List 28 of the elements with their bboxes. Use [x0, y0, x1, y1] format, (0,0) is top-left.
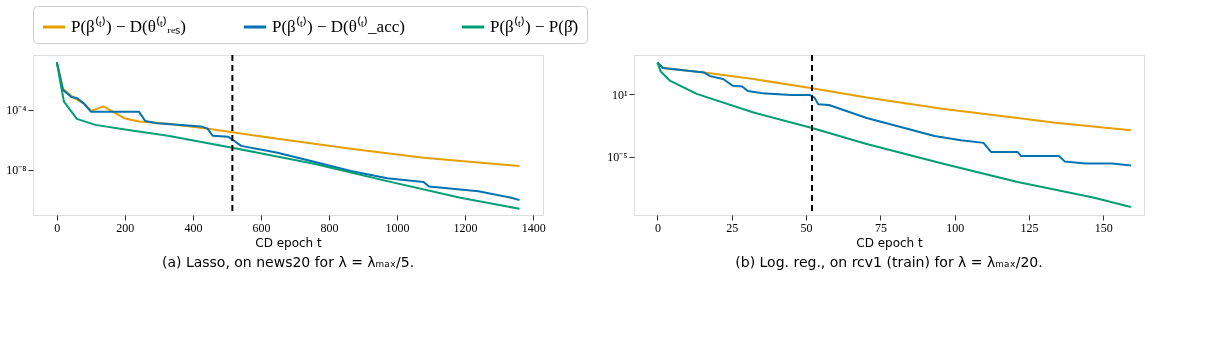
x-tick-label: 125 [1020, 220, 1039, 235]
x-tick-label: 1200 [453, 220, 478, 235]
x-tick-label: 1400 [521, 220, 546, 235]
x-tick-label: 50 [800, 220, 813, 235]
x-tick-label: 600 [252, 220, 271, 235]
line-series [656, 61, 1132, 167]
x-tick-label: 100 [946, 220, 965, 235]
y-tick-label: 10⁻⁵ [607, 150, 628, 165]
x-tick-label: 800 [320, 220, 339, 235]
legend-label: P(β⁽ᵗ⁾) − D(θ⁽ᵗ⁾_acc) [272, 16, 405, 36]
legend-label: P(β⁽ᵗ⁾) − P(β̂) [490, 16, 579, 36]
x-tick-label: 400 [184, 220, 203, 235]
x-tick-label: 200 [116, 220, 135, 235]
x-tick-label: 25 [726, 220, 739, 235]
x-tick-label: 1000 [385, 220, 410, 235]
x-tick-label: 0 [54, 220, 61, 235]
x-tick-label: 150 [1094, 220, 1113, 235]
text: (b) Log. reg., on rcv1 (train) for λ = λₘₐₓ/20. [735, 254, 1043, 270]
text: (a) Lasso, on news20 for λ = λₘₐₓ/5. [161, 254, 415, 270]
line-series [656, 61, 1132, 208]
x-tick-label: 0 [654, 220, 661, 235]
legend-label: P(β⁽ᵗ⁾) − D(θ⁽ᵗ⁾ᵣₑₛ) [71, 16, 187, 36]
x-axis-title: CD epoch t [856, 235, 924, 250]
x-tick-label: 75 [874, 220, 887, 235]
y-tick-label: 10¹ [611, 87, 628, 102]
x-axis-title: CD epoch t [255, 235, 323, 250]
y-tick-label: 10⁻⁸ [6, 163, 27, 178]
y-tick-label: 10⁻⁴ [6, 103, 27, 118]
